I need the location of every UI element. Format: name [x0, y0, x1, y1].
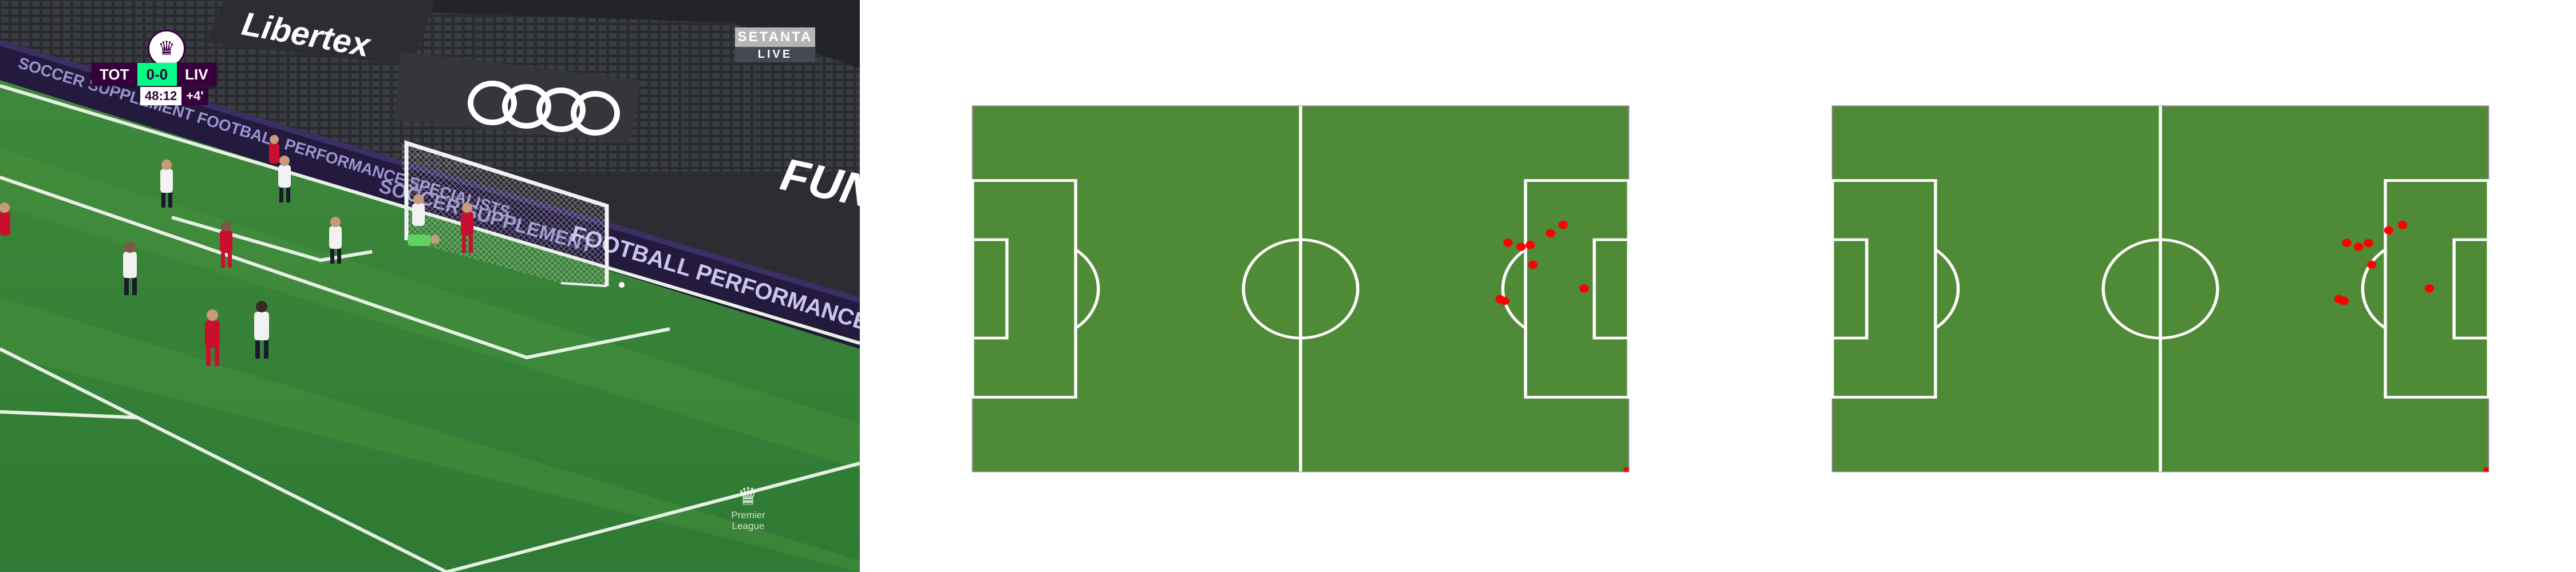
- player-marker: [1503, 239, 1513, 247]
- audi-rings: [468, 81, 620, 136]
- player-red: [205, 309, 220, 366]
- home-team: TOT: [92, 63, 137, 86]
- match-clock: 48:12 +4': [140, 87, 208, 105]
- goal-area-right: [2452, 238, 2490, 340]
- penalty-arc-right: [2361, 248, 2387, 329]
- player-white: [412, 194, 425, 226]
- ball: [619, 282, 625, 288]
- player-marker: [2424, 284, 2435, 293]
- pitch-diagram-right: [1826, 101, 2495, 477]
- player-white: [278, 156, 291, 202]
- grass: [0, 40, 860, 572]
- player-marker: [1516, 243, 1526, 251]
- live-badge: LIVE: [735, 47, 815, 62]
- channel-logo: SETANTA LIVE: [735, 27, 815, 62]
- centre-circle: [1242, 238, 1360, 340]
- players: [0, 135, 625, 366]
- player-marker: [1579, 284, 1589, 293]
- penalty-arc-left: [1934, 248, 1960, 329]
- away-team: LIV: [177, 63, 216, 86]
- goalkeeper: [408, 235, 440, 246]
- scorebug: TOT 0-0 LIV: [92, 63, 216, 86]
- corner-marker: [1623, 467, 1629, 472]
- penalty-arc-left: [1074, 248, 1100, 329]
- goal-area-right: [1593, 238, 1630, 340]
- player-marker: [2342, 239, 2352, 247]
- player-red: [0, 202, 10, 236]
- player-white: [160, 160, 173, 208]
- broadcast-frame: Libertex SOCCER SUPPLEMENT FOOTBALL PERF…: [0, 0, 860, 572]
- clock-time: 48:12: [140, 87, 182, 105]
- premier-league-crest-icon: ♛: [148, 30, 185, 67]
- pitch-diagram-left: [966, 101, 1635, 477]
- goal-area-left: [971, 238, 1009, 340]
- player-marker: [2397, 220, 2408, 229]
- league-watermark: ♛ Premier League: [722, 483, 774, 532]
- goal-area-left: [1831, 238, 1868, 340]
- player-marker: [1528, 260, 1538, 269]
- score: 0-0: [137, 63, 177, 86]
- added-time: +4': [181, 87, 208, 105]
- player-marker: [2353, 243, 2364, 251]
- player-marker: [1558, 220, 1568, 229]
- player-marker: [2339, 296, 2349, 305]
- watermark-line1: Premier: [731, 510, 765, 521]
- stadium-scene: Libertex SOCCER SUPPLEMENT FOOTBALL PERF…: [0, 0, 860, 572]
- penalty-arc-right: [1501, 248, 1527, 329]
- lion-icon: ♛: [737, 483, 759, 510]
- player-marker: [1525, 241, 1535, 249]
- player-red: [220, 221, 232, 268]
- player-marker: [2366, 260, 2377, 269]
- player-marker: [2364, 239, 2373, 248]
- corner-marker: [2483, 467, 2489, 472]
- player-white: [254, 301, 269, 359]
- player-red: [461, 202, 473, 253]
- pitch-lines: [0, 84, 860, 572]
- player-white: [123, 241, 137, 295]
- player-marker: [2384, 226, 2394, 235]
- player-red: [269, 135, 279, 164]
- watermark-line2: League: [732, 521, 765, 531]
- player-marker: [1500, 296, 1510, 305]
- player-marker: [1546, 229, 1555, 238]
- player-white: [329, 217, 342, 264]
- channel-name: SETANTA: [735, 27, 815, 47]
- centre-circle: [2101, 238, 2219, 340]
